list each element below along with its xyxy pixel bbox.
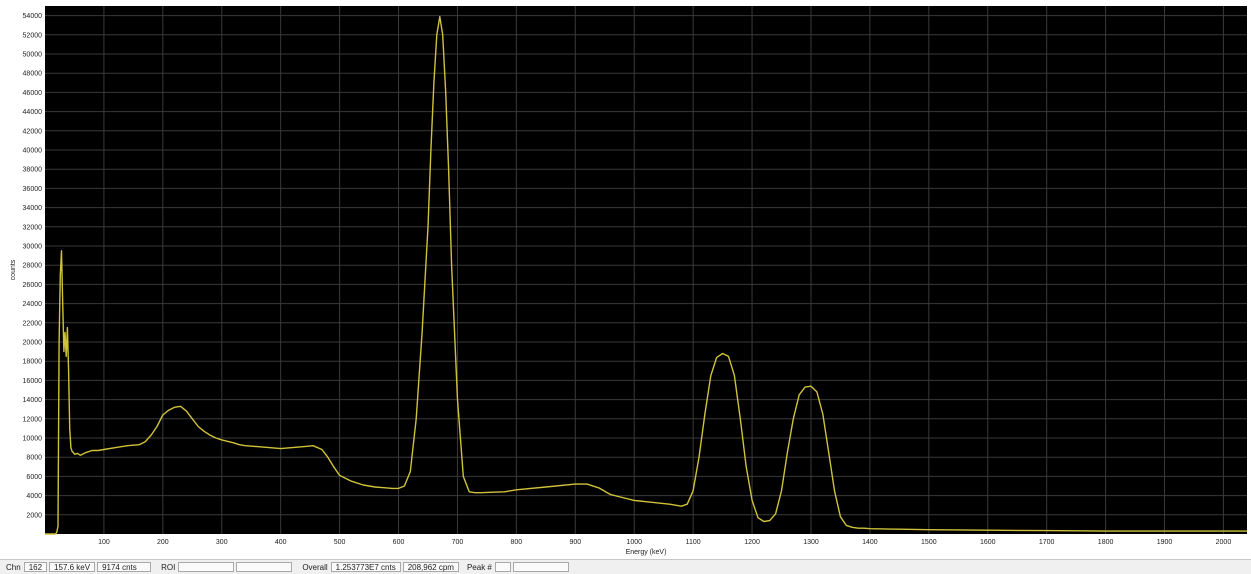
- energy-readout: 157.6 keV: [49, 562, 96, 572]
- y-tick-label: 14000: [23, 397, 43, 404]
- roi-label: ROI: [161, 562, 176, 572]
- y-tick-label: 18000: [23, 359, 43, 366]
- chn-value: 162: [23, 562, 48, 572]
- y-tick-label: 4000: [26, 493, 42, 500]
- y-tick-label: 16000: [23, 378, 43, 385]
- x-tick-label: 400: [275, 539, 287, 546]
- y-tick-label: 52000: [23, 32, 43, 39]
- y-tick-label: 2000: [26, 512, 42, 519]
- overall-label: Overall: [302, 562, 328, 572]
- x-tick-label: 1900: [1157, 539, 1173, 546]
- x-tick-label: 1000: [626, 539, 642, 546]
- y-tick-label: 28000: [23, 263, 43, 270]
- x-axis-label: Energy (keV): [626, 549, 667, 556]
- y-tick-label: 32000: [23, 224, 43, 231]
- x-tick-label: 100: [98, 539, 110, 546]
- peak-field-1: [494, 562, 511, 572]
- x-tick-label: 500: [334, 539, 346, 546]
- x-tick-label: 1600: [980, 539, 996, 546]
- spectrum-chart[interactable]: 2000 4000 6000 8000 10000 12000 14000 16000 1800…: [0, 0, 1251, 558]
- y-tick-label: 46000: [23, 90, 43, 97]
- y-tick-label: 34000: [23, 205, 43, 212]
- roi-field-2: [236, 562, 293, 572]
- x-tick-label: 600: [393, 539, 405, 546]
- y-tick-label: 44000: [23, 109, 43, 116]
- x-tick-label: 700: [452, 539, 464, 546]
- roi-field-1: [178, 562, 235, 572]
- y-tick-label: 36000: [23, 186, 43, 193]
- x-tick-labels: 100 200 300 400 500 600 700 800 900 1000 1100 1200 1…: [98, 539, 1231, 546]
- y-tick-label: 42000: [23, 128, 43, 135]
- overall-cpm: 208,962 cpm: [402, 562, 459, 572]
- y-tick-label: 40000: [23, 148, 43, 155]
- y-tick-label: 54000: [23, 13, 43, 20]
- y-tick-label: 50000: [23, 52, 43, 59]
- y-tick-label: 12000: [23, 416, 43, 423]
- y-tick-label: 22000: [23, 320, 43, 327]
- counts-readout: 9174 cnts: [97, 562, 152, 572]
- grid-layer: [45, 6, 1247, 534]
- peak-label: Peak #: [466, 562, 492, 572]
- x-tick-label: 1200: [744, 539, 760, 546]
- status-bar: Chn 162 157.6 keV 9174 cnts ROI Overall …: [0, 559, 1251, 574]
- y-tick-label: 38000: [23, 167, 43, 174]
- spectrum-chart-svg: 2000 4000 6000 8000 10000 12000 14000 16000 1800…: [10, 6, 1247, 556]
- y-tick-label: 10000: [23, 436, 43, 443]
- y-tick-label: 8000: [26, 455, 42, 462]
- x-tick-label: 2000: [1216, 539, 1232, 546]
- x-tick-label: 1500: [921, 539, 937, 546]
- y-tick-label: 48000: [23, 71, 43, 78]
- y-tick-label: 24000: [23, 301, 43, 308]
- chn-label: Chn: [6, 562, 21, 572]
- x-tick-label: 1700: [1039, 539, 1055, 546]
- x-tick-label: 300: [216, 539, 228, 546]
- spectrum-series-line: [45, 15, 1247, 535]
- y-tick-label: 26000: [23, 282, 43, 289]
- overall-counts: 1.253773E7 cnts: [330, 562, 401, 572]
- x-tick-label: 900: [569, 539, 581, 546]
- peak-field-2: [512, 562, 569, 572]
- x-tick-label: 1400: [862, 539, 878, 546]
- y-tick-label: 6000: [26, 474, 42, 481]
- x-tick-label: 1800: [1098, 539, 1114, 546]
- y-tick-label: 20000: [23, 340, 43, 347]
- x-tick-label: 1300: [803, 539, 819, 546]
- plot-background: [45, 6, 1247, 534]
- x-tick-label: 1100: [686, 539, 701, 546]
- y-axis-label: counts: [10, 259, 17, 280]
- x-tick-label: 200: [157, 539, 169, 546]
- y-tick-label: 30000: [23, 244, 43, 251]
- y-tick-labels: 2000 4000 6000 8000 10000 12000 14000 16000 1800…: [23, 13, 43, 519]
- x-tick-label: 800: [511, 539, 523, 546]
